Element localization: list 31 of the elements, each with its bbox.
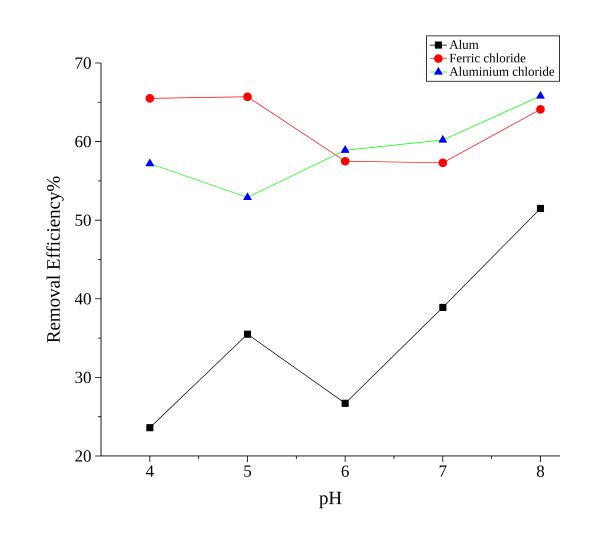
y-tick-label: 30	[75, 372, 91, 384]
point	[243, 92, 252, 102]
y-tick-label: 40	[74, 293, 91, 305]
point	[244, 330, 252, 338]
point	[145, 94, 154, 103]
x-tick-label: 7	[440, 466, 447, 477]
x-tick-label: 5	[244, 466, 252, 477]
point	[342, 400, 349, 407]
legend-label: Aluminium chloride	[449, 66, 554, 76]
point	[146, 424, 154, 432]
x-tick-label: 4	[146, 466, 154, 477]
y-tick-label: 50	[76, 214, 91, 226]
y-tick-label: 70	[76, 57, 91, 69]
x-tick-label: 8	[536, 466, 544, 477]
legend-label: Alum	[449, 40, 479, 49]
point	[146, 158, 154, 166]
y-tick-label: 20	[75, 450, 91, 462]
x-tick-label: 6	[342, 466, 349, 477]
point	[438, 158, 448, 168]
point	[438, 135, 448, 143]
y-axis-title: Removal Efficiency%	[46, 176, 64, 343]
point	[243, 192, 252, 200]
y-tick-label: 60	[75, 136, 91, 148]
legend-label: Ferric chloride	[450, 53, 526, 62]
point	[536, 91, 545, 99]
x-axis-title: pH	[319, 492, 342, 508]
point	[536, 204, 544, 212]
point	[439, 304, 446, 311]
point	[536, 105, 545, 114]
point	[340, 156, 350, 166]
point	[340, 145, 350, 153]
